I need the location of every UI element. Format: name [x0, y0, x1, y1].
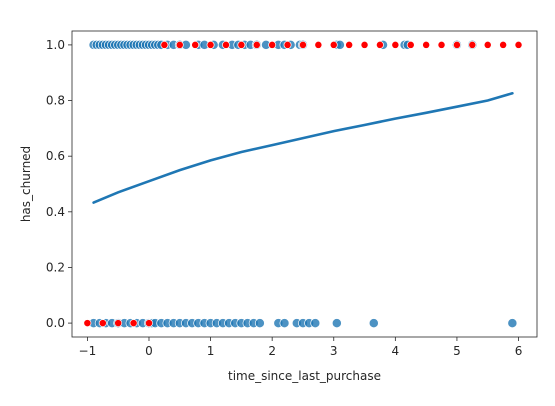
scatter-point-1-24	[83, 319, 92, 328]
scatter-point-1-4	[222, 40, 230, 49]
x-axis-label: time_since_last_purchase	[228, 369, 381, 383]
scatter-point-1-28	[145, 319, 153, 328]
scatter-point-1-1	[175, 40, 184, 49]
x-tick-label-4: 3	[330, 344, 338, 358]
scatter-point-1-2	[191, 40, 200, 49]
scatter-point-1-14	[375, 40, 384, 49]
scatter-point-1-25	[98, 319, 107, 328]
x-tick-label-7: 6	[515, 344, 523, 358]
scatter-point-1-23	[514, 40, 523, 49]
y-tick-label-2: 0.4	[46, 205, 65, 219]
x-tick-label-1: 0	[145, 344, 153, 358]
scatter-point-0-86	[507, 318, 518, 329]
x-tick-label-3: 2	[268, 344, 276, 358]
scatter-point-0-83	[310, 318, 321, 329]
x-tick-label-6: 5	[453, 344, 461, 358]
scatter-point-1-5	[237, 40, 246, 49]
scatter-point-1-19	[452, 40, 461, 49]
y-axis: 0.0 0.2 0.4 0.6 0.8 1.0	[46, 38, 72, 330]
scatter-point-1-18	[437, 40, 446, 49]
y-axis-label: has_churned	[19, 146, 33, 222]
scatter-point-0-77	[254, 318, 265, 329]
scatter-point-1-7	[268, 40, 277, 49]
scatter-point-1-27	[129, 319, 138, 328]
plot-area	[83, 39, 523, 329]
scatter-point-1-20	[468, 40, 477, 49]
x-tick-label-5: 4	[392, 344, 400, 358]
x-tick-label-2: 1	[207, 344, 215, 358]
scatter-point-1-15	[391, 40, 400, 49]
scatter-point-1-3	[206, 40, 215, 49]
regression-line	[92, 92, 514, 204]
scatter-point-1-21	[483, 40, 492, 49]
scatter-point-1-6	[252, 40, 261, 49]
scatter-point-1-0	[160, 40, 169, 49]
x-axis: −1 0 1 2 3 4 5 6	[79, 337, 523, 358]
scatter-point-1-26	[114, 319, 123, 328]
scatter-point-0-85	[368, 318, 379, 329]
y-tick-label-3: 0.6	[46, 149, 65, 163]
scatter-point-1-17	[422, 40, 431, 49]
x-tick-label-0: −1	[79, 344, 97, 358]
axes-frame	[71, 30, 538, 338]
scatter-point-1-22	[499, 40, 508, 49]
scatter-point-1-12	[345, 40, 354, 49]
scatter-point-1-13	[360, 40, 369, 49]
scatter-point-0-79	[279, 318, 290, 329]
y-tick-label-5: 1.0	[46, 38, 65, 52]
scatter-point-1-16	[406, 40, 415, 49]
y-tick-label-0: 0.0	[46, 316, 65, 330]
scatter-point-1-11	[329, 40, 338, 49]
y-tick-label-4: 0.8	[46, 94, 65, 108]
y-tick-label-1: 0.2	[46, 260, 65, 274]
scatter-point-0-84	[331, 318, 342, 329]
scatter-point-1-8	[283, 40, 292, 49]
scatter-point-1-10	[314, 40, 323, 49]
scatter-point-1-9	[299, 40, 307, 49]
